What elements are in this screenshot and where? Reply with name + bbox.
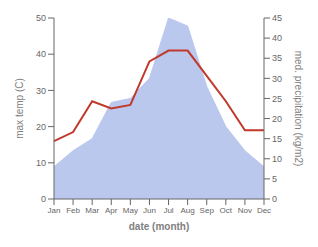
svg-text:30: 30 <box>36 86 46 96</box>
svg-text:date (month): date (month) <box>129 221 190 232</box>
svg-text:med. precipitation (kg/m2): med. precipitation (kg/m2) <box>293 51 304 167</box>
svg-text:50: 50 <box>36 13 46 23</box>
svg-text:40: 40 <box>272 33 282 43</box>
svg-text:max temp (C): max temp (C) <box>14 78 25 139</box>
svg-text:Dec: Dec <box>257 206 271 215</box>
svg-text:Nov: Nov <box>238 206 252 215</box>
svg-text:Sep: Sep <box>200 206 215 215</box>
svg-text:45: 45 <box>272 13 282 23</box>
svg-text:20: 20 <box>272 114 282 124</box>
svg-text:Jul: Jul <box>163 206 173 215</box>
svg-text:Jan: Jan <box>48 206 61 215</box>
svg-text:40: 40 <box>36 49 46 59</box>
svg-text:30: 30 <box>272 74 282 84</box>
svg-text:Apr: Apr <box>105 206 118 215</box>
svg-text:20: 20 <box>36 122 46 132</box>
svg-text:15: 15 <box>272 134 282 144</box>
svg-text:0: 0 <box>272 194 277 204</box>
svg-text:Jun: Jun <box>143 206 156 215</box>
svg-text:10: 10 <box>36 158 46 168</box>
svg-text:Oct: Oct <box>220 206 233 215</box>
svg-text:Feb: Feb <box>66 206 80 215</box>
svg-text:5: 5 <box>272 174 277 184</box>
svg-text:0: 0 <box>41 194 46 204</box>
svg-text:May: May <box>123 206 138 215</box>
svg-text:Mar: Mar <box>85 206 99 215</box>
svg-text:35: 35 <box>272 53 282 63</box>
svg-text:25: 25 <box>272 94 282 104</box>
svg-text:Aug: Aug <box>181 206 195 215</box>
svg-text:10: 10 <box>272 154 282 164</box>
